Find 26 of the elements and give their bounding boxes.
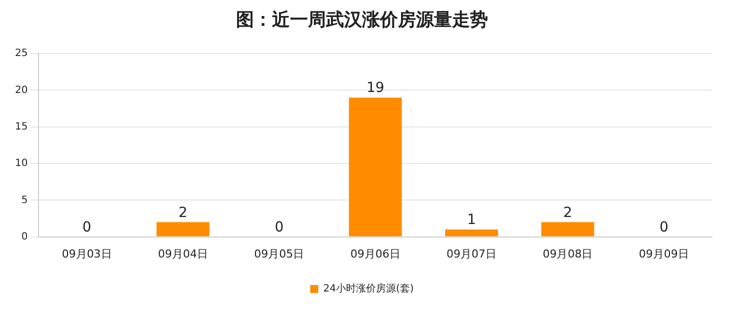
x-tick-label: 09月07日 — [446, 247, 497, 260]
y-tick-label: 0 — [21, 231, 28, 242]
y-tick-label: 15 — [14, 121, 28, 132]
bar — [541, 222, 594, 236]
bar — [348, 98, 402, 236]
y-tick-label: 25 — [14, 48, 28, 60]
data-label: 0 — [274, 219, 284, 236]
bar — [156, 222, 210, 236]
data-label: 2 — [563, 204, 572, 221]
chart-title: 图：近一周武汉涨价房源量走势 — [236, 9, 488, 30]
data-label: 2 — [178, 204, 188, 221]
data-label: 0 — [82, 219, 92, 236]
y-tick-label: 10 — [14, 158, 28, 170]
bar — [445, 229, 498, 236]
x-tick-label: 09月03日 — [62, 247, 112, 260]
legend-label: 24小时涨价房源(套) — [323, 282, 414, 295]
data-label: 1 — [467, 212, 476, 228]
y-tick-label: 5 — [21, 194, 28, 206]
x-tick-label: 09月09日 — [638, 247, 689, 260]
x-tick-label: 09月06日 — [350, 247, 400, 260]
x-tick-label: 09月05日 — [254, 247, 304, 260]
x-tick-label: 09月04日 — [158, 247, 208, 260]
data-label: 0 — [659, 219, 668, 236]
x-tick-label: 09月08日 — [542, 247, 593, 260]
y-tick-label: 20 — [14, 84, 28, 96]
data-label: 19 — [366, 80, 384, 96]
